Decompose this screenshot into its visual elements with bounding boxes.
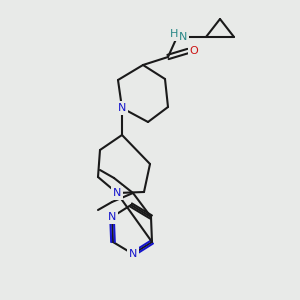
Text: N: N [129,249,137,259]
Text: N: N [179,32,187,42]
Text: O: O [190,46,198,56]
Text: N: N [118,103,126,113]
Text: N: N [113,188,121,198]
Text: N: N [108,212,116,222]
Text: H: H [170,29,178,39]
